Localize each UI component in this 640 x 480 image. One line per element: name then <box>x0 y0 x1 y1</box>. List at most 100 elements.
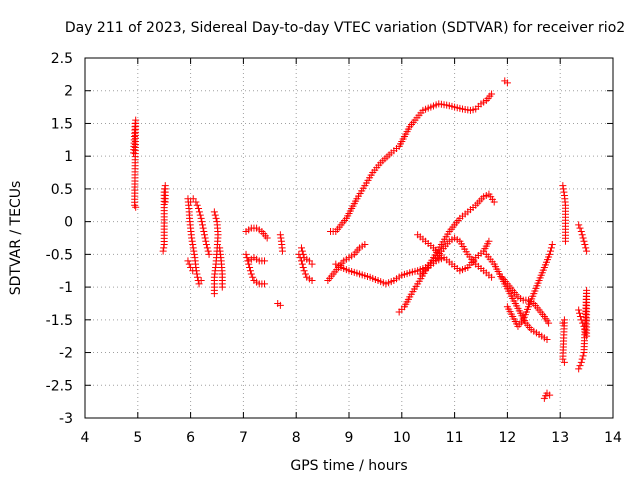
data-point <box>559 185 567 193</box>
series-sat-b <box>159 182 169 255</box>
data-point <box>576 362 584 370</box>
data-point <box>578 231 586 239</box>
data-point <box>132 203 140 211</box>
data-point <box>547 244 555 252</box>
data-point <box>545 319 553 327</box>
data-points <box>130 77 591 402</box>
y-tick-label: 0 <box>64 215 73 231</box>
y-tick-label: 1 <box>64 149 73 165</box>
data-point <box>210 208 218 216</box>
data-point <box>578 355 586 363</box>
data-point <box>189 244 197 252</box>
data-point <box>249 273 257 281</box>
data-point <box>195 205 203 213</box>
data-point <box>242 250 250 258</box>
data-point <box>190 247 198 255</box>
series-sat-e <box>187 195 213 258</box>
x-tick-label: 6 <box>186 430 195 446</box>
data-point <box>579 234 587 242</box>
y-tick-label: -2.5 <box>46 378 73 394</box>
data-point <box>298 247 306 255</box>
data-point <box>580 237 588 245</box>
data-point <box>184 257 192 265</box>
data-point <box>193 270 201 278</box>
series-sat-g <box>216 244 226 291</box>
data-point <box>581 241 589 249</box>
data-point <box>298 260 306 268</box>
y-tick-label: 2.5 <box>51 51 73 67</box>
data-point <box>205 250 213 258</box>
data-point <box>437 254 445 262</box>
data-point <box>192 198 200 206</box>
data-point <box>582 244 590 252</box>
data-point <box>278 247 286 255</box>
data-point <box>577 358 585 366</box>
data-point <box>299 250 307 258</box>
data-point <box>263 234 271 242</box>
series-sat-h <box>242 250 269 288</box>
data-point <box>559 182 567 190</box>
grid-lines <box>85 58 613 418</box>
data-point <box>197 277 205 285</box>
data-point <box>577 227 585 235</box>
series-sat-a <box>130 116 140 211</box>
y-tick-label: -3 <box>59 411 73 427</box>
x-tick-label: 9 <box>345 430 354 446</box>
y-tick-label: 0.5 <box>51 182 73 198</box>
x-tick-label: 8 <box>292 430 301 446</box>
series-sat-r <box>332 234 496 288</box>
data-point <box>485 237 493 245</box>
data-point <box>503 79 511 87</box>
data-point <box>575 306 583 314</box>
data-point <box>193 201 201 209</box>
series-sat-k <box>274 299 284 309</box>
data-point <box>193 273 201 281</box>
data-point <box>276 301 284 309</box>
series-sat-ab <box>575 221 591 255</box>
data-point <box>299 263 307 271</box>
series-sat-n <box>297 244 316 268</box>
data-point <box>308 260 316 268</box>
series-sat-l <box>276 231 286 255</box>
data-point <box>195 208 203 216</box>
data-point <box>261 280 269 288</box>
data-point <box>297 244 305 252</box>
data-point <box>160 244 168 252</box>
data-point <box>246 267 254 275</box>
y-tick-label: -1.5 <box>46 313 73 329</box>
data-point <box>204 247 212 255</box>
data-point <box>190 250 198 258</box>
series-sat-i <box>245 254 269 265</box>
data-point <box>301 270 309 278</box>
data-point <box>197 214 205 222</box>
data-point <box>188 234 196 242</box>
data-point <box>200 227 208 235</box>
series-sat-p <box>501 77 511 87</box>
data-point <box>559 355 567 363</box>
series-sat-d <box>184 257 197 275</box>
y-tick-label: 2 <box>64 84 73 100</box>
data-point <box>546 250 554 258</box>
data-point <box>277 234 285 242</box>
series-sat-ac <box>575 286 591 373</box>
series-sat-q <box>324 241 369 285</box>
data-point <box>246 263 254 271</box>
x-tick-labels: 4 5 6 7 8 9 10 11 12 13 14 <box>81 430 622 446</box>
data-point <box>490 198 498 206</box>
data-point <box>575 221 583 229</box>
series-sat-x <box>503 241 556 330</box>
series-sat-z <box>559 182 569 245</box>
y-tick-label: -1 <box>59 280 73 296</box>
data-point <box>201 234 209 242</box>
data-point <box>361 241 369 249</box>
chart-title: Day 211 of 2023, Sidereal Day-to-day VTE… <box>65 20 625 36</box>
series-sat-aa <box>559 316 568 366</box>
y-tick-label: 1.5 <box>51 116 73 132</box>
data-point <box>546 391 554 399</box>
series-sat-j <box>242 224 271 242</box>
data-point <box>243 254 251 262</box>
data-point <box>276 231 284 239</box>
data-point <box>198 218 206 226</box>
y-axis-label: SDTVAR / TECUs <box>8 181 24 296</box>
